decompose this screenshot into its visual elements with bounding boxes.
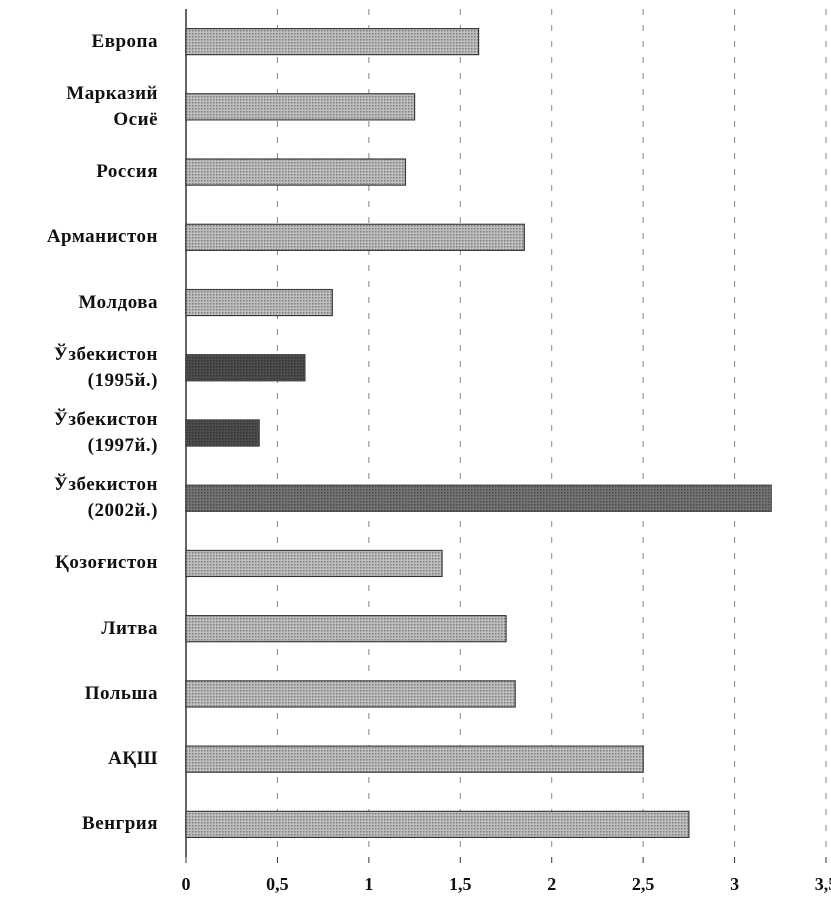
y-tick-label: Молдова [78, 291, 158, 313]
bar-texture [186, 485, 772, 512]
bar-texture [186, 420, 260, 446]
y-tick-label: Россия [96, 161, 158, 183]
y-tick-label: Польша [84, 682, 158, 704]
y-tick-label: Арманистон [46, 226, 158, 248]
y-tick-label: Литва [101, 617, 158, 639]
bar-texture [186, 289, 333, 316]
bar-texture [186, 746, 644, 773]
y-tick-label: АҚШ [108, 748, 158, 770]
y-tick-label: Ўзбекистон (1997й.) [53, 409, 158, 456]
y-tick-label: Қозоғистон [55, 552, 158, 574]
x-tick-label: 1 [364, 874, 374, 894]
x-tick-label: 1,5 [449, 874, 472, 894]
bar-texture [186, 615, 506, 642]
bar-texture [186, 224, 525, 251]
bar-texture [186, 159, 406, 186]
x-tick-label: 3 [730, 874, 740, 894]
x-tick-label: 0 [181, 874, 191, 894]
y-tick-label: Марказий Осиё [66, 82, 158, 130]
x-tick-label: 3,5 [814, 874, 831, 894]
y-tick-label: Венгрия [82, 813, 158, 835]
x-tick-label: 2,5 [631, 874, 655, 894]
bar-texture [186, 28, 479, 55]
bar-texture [186, 680, 516, 707]
y-tick-label: Европа [91, 30, 158, 52]
x-tick-label: 2 [547, 874, 557, 894]
bar-texture [186, 354, 305, 381]
y-tick-label: Ўзбекистон (1995й.) [53, 343, 158, 391]
bar-texture [186, 811, 689, 838]
y-tick-label: Ўзбекистон (2002й.) [53, 474, 158, 522]
bar-texture [186, 93, 415, 120]
bar-texture [186, 550, 442, 577]
x-tick-label: 0,5 [266, 874, 289, 894]
